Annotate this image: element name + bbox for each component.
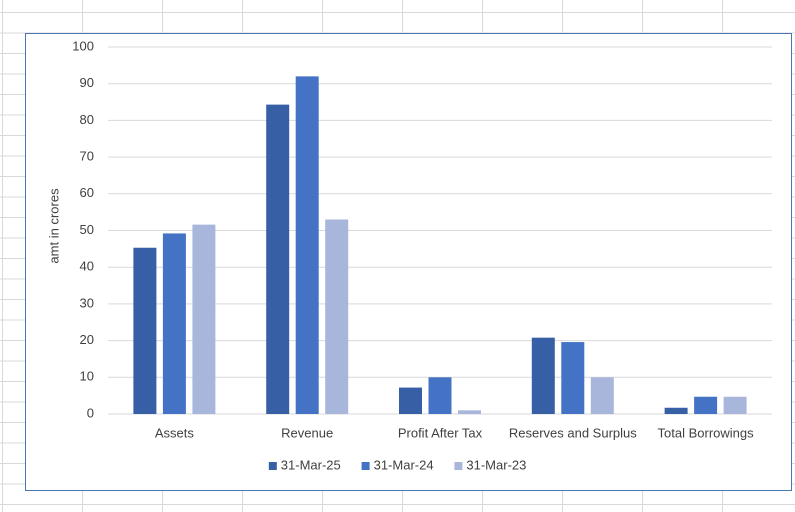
bar xyxy=(399,387,422,414)
y-axis-label: amt in crores xyxy=(46,188,61,264)
bar xyxy=(428,377,452,414)
y-tick-label: 70 xyxy=(80,149,94,164)
bar xyxy=(664,407,688,414)
bar xyxy=(590,377,614,414)
legend-swatch xyxy=(268,462,277,470)
bar xyxy=(694,396,718,414)
bar xyxy=(561,342,585,414)
x-tick-label: Reserves and Surplus xyxy=(509,425,637,440)
y-tick-label: 90 xyxy=(80,75,94,90)
legend-swatch xyxy=(454,462,463,470)
bar xyxy=(192,224,216,414)
x-tick-label: Revenue xyxy=(281,425,333,440)
bar xyxy=(295,76,319,415)
y-tick-label: 50 xyxy=(80,222,94,237)
x-tick-label: Total Borrowings xyxy=(658,425,755,440)
y-tick-label: 80 xyxy=(80,112,94,127)
y-tick-label: 10 xyxy=(80,369,94,384)
bar xyxy=(458,410,481,414)
y-tick-label: 100 xyxy=(72,38,94,53)
y-tick-label: 40 xyxy=(80,259,94,274)
bar xyxy=(266,104,290,414)
legend-swatch xyxy=(361,462,370,470)
legend-label: 31-Mar-24 xyxy=(374,457,434,472)
y-tick-label: 20 xyxy=(80,332,94,347)
bar xyxy=(133,247,157,414)
bar xyxy=(723,396,747,414)
y-tick-label: 30 xyxy=(80,295,94,310)
legend-label: 31-Mar-25 xyxy=(281,457,341,472)
bar xyxy=(162,233,186,414)
bar xyxy=(325,219,349,414)
y-tick-label: 0 xyxy=(87,405,94,420)
legend-label: 31-Mar-23 xyxy=(466,457,526,472)
y-tick-label: 60 xyxy=(80,185,94,200)
bar xyxy=(531,337,555,414)
x-tick-label: Profit After Tax xyxy=(398,425,483,440)
x-tick-label: Assets xyxy=(155,425,195,440)
